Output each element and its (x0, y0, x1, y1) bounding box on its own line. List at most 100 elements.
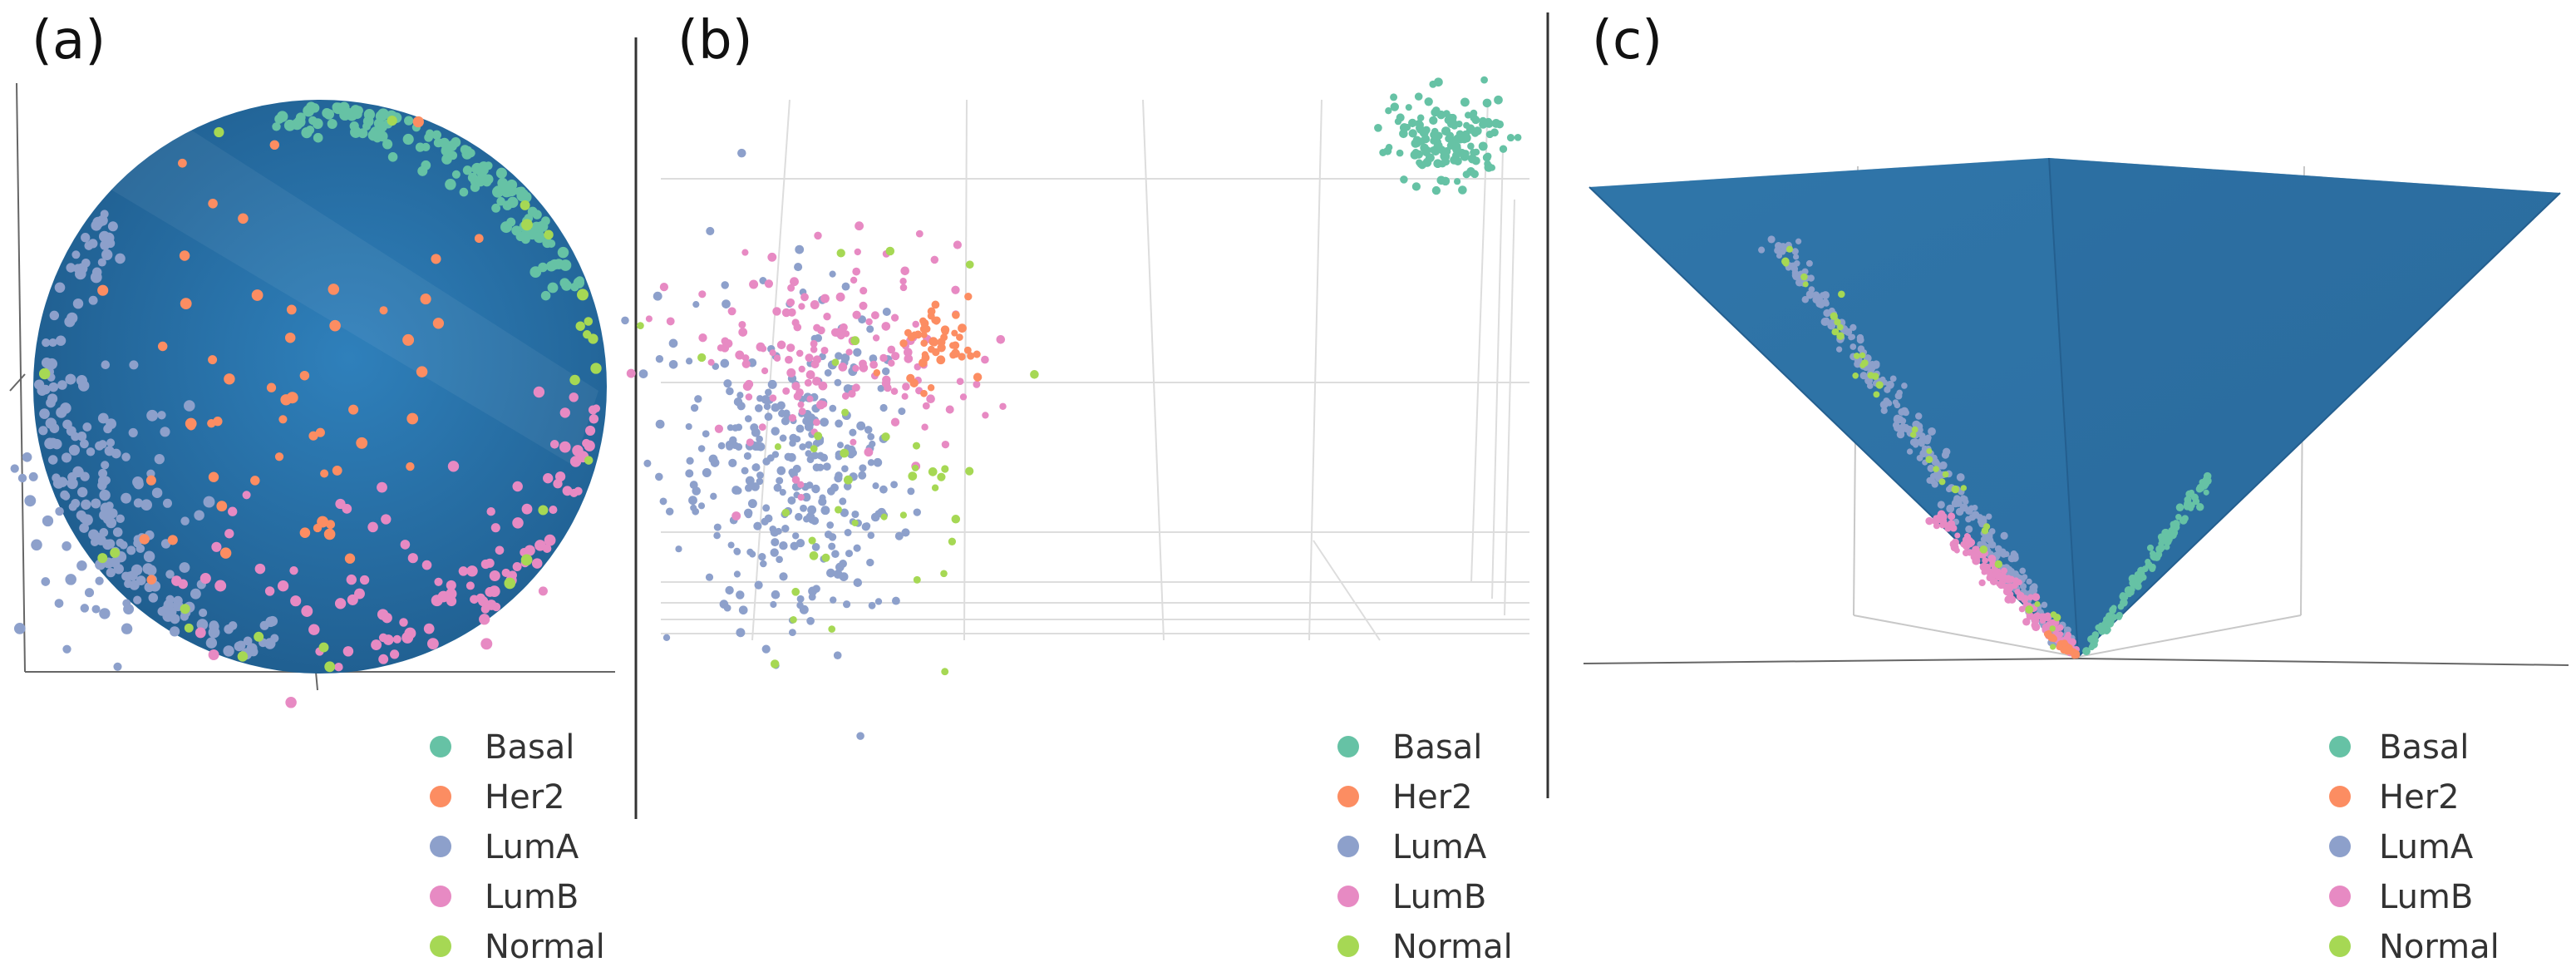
point-luma (907, 487, 915, 496)
point-luma (818, 497, 827, 506)
point-normal (940, 570, 948, 578)
point-luma (807, 505, 817, 515)
point-basal (1514, 133, 1522, 141)
point-normal (774, 443, 781, 451)
point-luma (1805, 259, 1813, 267)
point-basal (1414, 92, 1423, 101)
point-luma (97, 412, 109, 424)
point-luma (101, 360, 111, 369)
point-lumb (956, 377, 964, 386)
point-luma (725, 585, 734, 595)
point-luma (731, 424, 740, 432)
point-luma (751, 463, 760, 471)
point-her2 (299, 527, 311, 538)
point-luma (853, 348, 862, 357)
point-normal (912, 442, 921, 450)
point-luma (675, 545, 682, 553)
point-lumb (1982, 557, 1988, 564)
point-lumb (486, 506, 495, 516)
point-luma (66, 477, 78, 490)
point-luma (756, 477, 764, 486)
point-luma (55, 335, 66, 346)
point-lumb (926, 394, 935, 403)
point-her2 (919, 317, 927, 325)
point-luma (122, 599, 131, 608)
panel-a: (a) Basal Her2 LumA LumB Normal (9, 10, 615, 966)
point-her2 (323, 528, 336, 540)
point-luma (1914, 412, 1923, 420)
point-luma (1801, 296, 1810, 303)
point-lumb (881, 322, 891, 331)
point-lumb (559, 407, 570, 418)
point-lumb (533, 386, 545, 398)
point-lumb (211, 541, 222, 552)
point-luma (776, 476, 784, 485)
legend-a-marker-normal (430, 935, 451, 957)
point-basal (451, 170, 461, 179)
point-luma (787, 452, 796, 462)
point-lumb (490, 523, 500, 533)
point-lumb (890, 387, 899, 395)
point-luma (1928, 427, 1936, 436)
point-luma (713, 523, 722, 531)
point-basal (1416, 114, 1425, 121)
point-lumb (466, 565, 478, 577)
point-lumb (798, 365, 805, 373)
point-luma (877, 384, 885, 392)
point-basal (1416, 123, 1424, 132)
point-luma (702, 430, 710, 438)
point-luma (1859, 372, 1868, 380)
point-luma (843, 600, 851, 609)
point-normal (1942, 471, 1949, 478)
point-her2 (906, 373, 915, 383)
point-luma (1968, 513, 1976, 521)
point-lumb (1937, 510, 1946, 519)
point-lumb (714, 424, 724, 433)
point-luma (830, 483, 840, 492)
point-luma (2019, 583, 2027, 590)
point-lumb (488, 585, 500, 597)
point-basal (445, 179, 456, 190)
point-luma (805, 441, 813, 449)
point-lumb (761, 367, 769, 375)
legend-b-label-luma: LumA (1392, 828, 1487, 866)
point-lumb (731, 511, 741, 521)
point-her2 (948, 342, 957, 349)
point-basal (1433, 159, 1443, 169)
point-lumb (559, 441, 571, 453)
point-lumb (851, 384, 859, 392)
point-luma (146, 409, 158, 422)
point-luma (99, 528, 109, 537)
point-basal (1485, 131, 1494, 139)
legend-c-marker-basal (2329, 736, 2351, 757)
point-lumb (717, 344, 725, 352)
point-lumb (813, 323, 821, 332)
point-luma (859, 464, 867, 472)
point-luma (39, 408, 50, 419)
point-luma (835, 419, 843, 428)
point-normal (808, 536, 816, 545)
point-basal (1420, 143, 1429, 153)
legend-a-label-lumb: LumB (485, 878, 579, 916)
point-her2 (952, 310, 960, 319)
point-lumb (795, 349, 804, 358)
point-lumb (786, 343, 795, 353)
point-basal (537, 220, 549, 232)
point-normal (110, 547, 121, 558)
point-lumb (434, 577, 443, 586)
point-lumb (666, 317, 675, 326)
point-basal (2149, 550, 2156, 557)
point-luma (831, 550, 840, 558)
point-luma (106, 567, 116, 578)
point-luma (789, 629, 796, 636)
point-lumb (1972, 548, 1981, 557)
point-lumb (334, 662, 343, 672)
point-luma (702, 468, 712, 477)
point-basal (1494, 95, 1503, 105)
point-luma (851, 510, 859, 519)
point-basal (1480, 76, 1488, 84)
point-basal (1408, 129, 1417, 138)
point-lumb (2022, 618, 2031, 626)
point-basal (2165, 535, 2173, 544)
point-lumb (479, 614, 490, 625)
